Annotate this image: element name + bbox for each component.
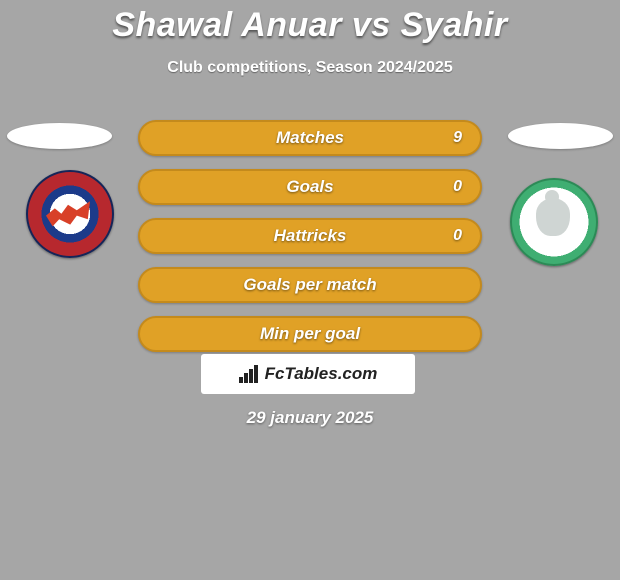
comparison-infographic: Shawal Anuar vs Syahir Club competitions…	[0, 0, 620, 580]
stat-value: 9	[453, 122, 462, 154]
stat-label: Goals per match	[140, 269, 480, 301]
stat-row: Matches9	[138, 120, 482, 156]
player-right-avatar-placeholder	[508, 123, 613, 149]
stat-value: 0	[453, 171, 462, 203]
stat-row: Hattricks0	[138, 218, 482, 254]
stat-label: Min per goal	[140, 318, 480, 350]
bar-chart-icon	[239, 365, 261, 383]
stat-row: Min per goal	[138, 316, 482, 352]
fctables-logo: FcTables.com	[201, 354, 415, 394]
page-subtitle: Club competitions, Season 2024/2025	[0, 59, 620, 77]
stat-label: Matches	[140, 122, 480, 154]
club-badge-left	[26, 170, 114, 258]
stat-rows: Matches9Goals0Hattricks0Goals per matchM…	[138, 120, 482, 365]
stat-label: Goals	[140, 171, 480, 203]
infographic-date: 29 january 2025	[0, 408, 620, 428]
stat-row: Goals0	[138, 169, 482, 205]
stat-row: Goals per match	[138, 267, 482, 303]
stat-value: 0	[453, 220, 462, 252]
page-title: Shawal Anuar vs Syahir	[0, 0, 620, 45]
logo-text: FcTables.com	[265, 364, 378, 384]
club-badge-right	[510, 178, 598, 266]
player-left-avatar-placeholder	[7, 123, 112, 149]
stat-label: Hattricks	[140, 220, 480, 252]
